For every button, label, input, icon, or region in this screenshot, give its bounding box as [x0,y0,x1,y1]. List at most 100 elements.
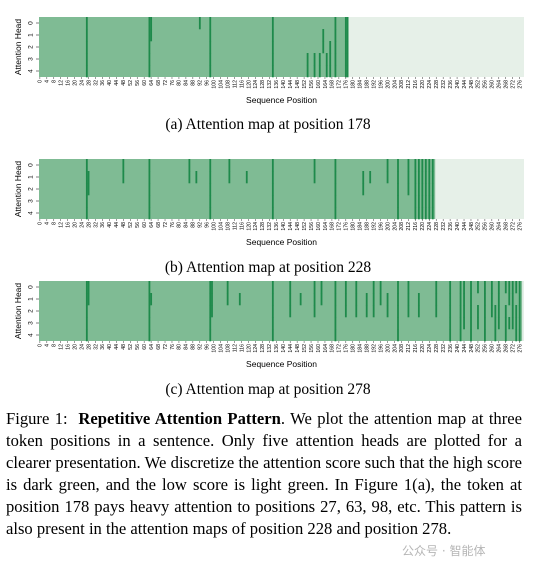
high-attention-cell [148,195,151,208]
high-attention-cell [386,305,389,318]
high-attention-cell [271,65,274,78]
x-tick-label: 112 [232,222,238,230]
y-axis-label: Attention Head [13,283,23,340]
high-attention-cell [245,171,248,184]
x-tick-label: 92 [198,80,204,86]
high-attention-cell [318,65,321,78]
high-attention-cell [334,317,337,330]
high-attention-cell [424,195,427,208]
high-attention-cell [313,171,316,184]
x-tick-label: 156 [309,80,315,89]
high-attention-cell [211,305,213,318]
high-attention-cell [355,281,358,294]
high-attention-cell [463,317,465,330]
x-tick-label: 212 [406,344,412,353]
y-tick-label: 1 [28,175,35,179]
x-axis-label: Sequence Position [246,95,317,105]
x-tick-label: 88 [191,344,197,350]
high-attention-cell [397,329,399,342]
x-tick-label: 144 [288,222,294,231]
high-attention-cell [424,183,427,196]
high-attention-cell [271,281,274,294]
figure-caption: Figure 1: Repetitive Attention Pattern. … [6,408,522,540]
high-attention-cell [344,53,347,66]
x-tick-label: 60 [142,222,148,228]
x-tick-label: 184 [358,222,364,231]
high-attention-cell [470,293,472,306]
high-attention-cell [271,159,274,172]
high-attention-cell [508,281,511,294]
high-attention-cell [435,305,438,318]
high-attention-cell [325,65,328,78]
x-tick-label: 64 [149,80,155,86]
x-tick-label: 24 [79,344,85,350]
high-attention-cell [463,293,465,306]
x-tick-label: 232 [441,222,447,231]
high-attention-cell [148,293,151,306]
x-tick-label: 124 [253,344,259,353]
high-attention-cell [271,293,274,306]
x-tick-label: 4 [45,80,51,83]
x-tick-label: 184 [358,80,364,89]
y-axis-label: Attention Head [13,161,23,218]
x-tick-label: 112 [232,344,238,352]
high-attention-cell [379,293,382,306]
high-attention-cell [397,293,399,306]
high-attention-cell [449,317,452,330]
high-attention-cell [407,183,410,196]
x-tick-label: 256 [483,344,489,353]
x-tick-label: 96 [205,80,211,86]
x-tick-label: 64 [149,344,155,350]
x-tick-label: 148 [295,222,301,231]
high-attention-cell [148,207,151,220]
x-tick-label: 24 [79,222,85,228]
high-attention-cell [334,159,337,172]
high-attention-cell [515,317,518,330]
high-attention-cell [386,171,389,184]
high-attention-cell [414,207,417,220]
y-tick-label: 4 [28,211,35,215]
x-tick-label: 84 [184,222,190,228]
high-attention-cell [289,293,292,306]
high-attention-cell [271,17,274,30]
high-attention-cell [484,305,486,318]
high-attention-cell [209,171,212,184]
subcaption-a: (a) Attention map at position 178 [165,116,371,133]
high-attention-cell [85,159,88,172]
x-tick-label: 200 [385,80,391,89]
x-tick-label: 112 [232,80,238,88]
high-attention-cell [85,317,88,330]
x-tick-label: 36 [100,80,106,86]
high-attention-cell [148,29,151,42]
high-attention-cell [417,207,420,220]
x-tick-label: 152 [302,222,308,231]
x-tick-label: 60 [142,344,148,350]
high-attention-cell [334,207,337,220]
x-tick-label: 272 [511,222,517,231]
high-attention-cell [431,171,434,184]
x-tick-label: 12 [59,344,65,350]
x-tick-label: 236 [448,222,454,231]
high-attention-cell [463,281,465,294]
x-tick-label: 204 [392,344,398,353]
high-attention-cell [313,305,316,318]
high-attention-cell [148,317,151,330]
high-attention-cell [313,53,316,66]
high-attention-cell [407,171,410,184]
x-tick-label: 260 [490,80,496,89]
high-attention-cell [85,53,88,66]
x-tick-label: 208 [399,344,405,353]
high-attention-cell [470,281,472,294]
x-tick-label: 208 [399,80,405,89]
high-attention-cell [431,195,434,208]
high-attention-cell [477,281,479,294]
x-tick-label: 164 [323,80,329,89]
x-tick-label: 216 [413,222,419,231]
x-tick-label: 4 [45,222,51,225]
high-attention-cell [313,159,316,172]
high-attention-cell [497,281,500,294]
x-tick-label: 0 [38,344,44,347]
high-attention-cell [355,305,358,318]
x-tick-label: 216 [413,344,419,353]
